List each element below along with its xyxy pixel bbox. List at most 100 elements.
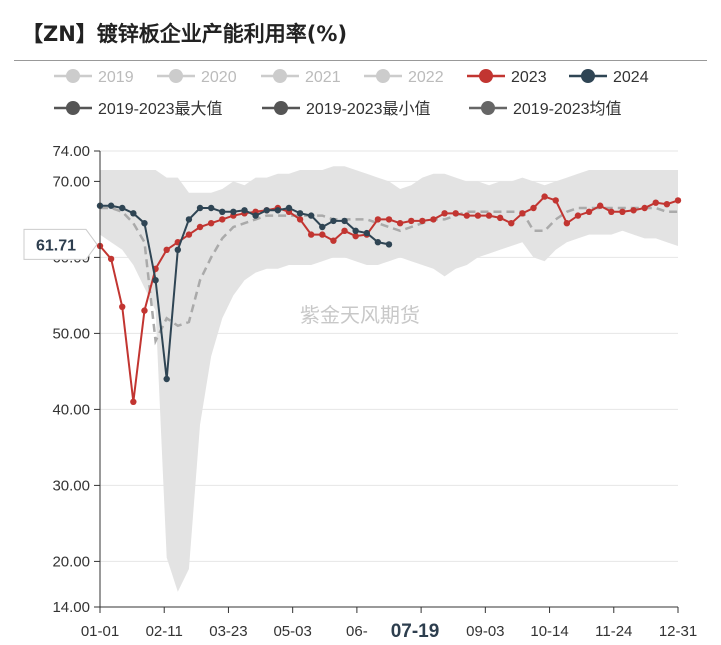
- callout-box: [23, 228, 98, 260]
- legend: 2019 2020 2021 2022 2023 2024 2019-2023最大值 2019…: [54, 69, 649, 118]
- point-2023: [574, 212, 582, 219]
- point-2023: [652, 199, 659, 206]
- callout-value: 61.71: [36, 237, 76, 254]
- legend-marker-2019: [66, 69, 80, 83]
- legend-label-2021: 2021: [305, 69, 341, 86]
- point-2023: [530, 204, 537, 212]
- point-2023: [185, 231, 193, 238]
- point-2023: [663, 201, 671, 208]
- series-layer: [96, 193, 682, 405]
- point-2024: [241, 207, 248, 214]
- legend-label-2023: 2023: [511, 69, 547, 86]
- point-2023: [341, 227, 348, 234]
- legend-label-2019-2023最大值: 2019-2023最大值: [98, 100, 223, 118]
- point-2023: [207, 220, 215, 227]
- point-2023: [141, 307, 148, 314]
- cursor-label: 07-19: [391, 621, 440, 642]
- x-tick-label: 01-01: [81, 623, 119, 640]
- x-tick-label: 05-03: [273, 623, 311, 640]
- point-2024: [252, 212, 259, 219]
- point-2023: [163, 246, 170, 253]
- point-2024: [330, 217, 337, 225]
- legend-label-2020: 2020: [201, 69, 237, 86]
- point-2024: [119, 204, 126, 212]
- legend-label-2024: 2024: [613, 69, 649, 86]
- point-2024: [374, 239, 382, 246]
- point-2023: [552, 197, 559, 204]
- y-tick-label: 30.00: [52, 477, 90, 494]
- x-tick-label: 09-03: [466, 623, 504, 640]
- point-2023: [585, 208, 593, 215]
- title-divider: [14, 60, 707, 61]
- point-2023: [296, 216, 304, 223]
- point-2023: [119, 303, 126, 310]
- legend-marker-2023: [479, 69, 493, 83]
- point-2023: [485, 212, 493, 219]
- avg-line: [100, 206, 678, 346]
- y-tick-label: 74.00: [52, 143, 90, 160]
- y-tick-label: 50.00: [52, 325, 90, 342]
- point-2024: [263, 207, 270, 214]
- point-2023: [107, 255, 115, 263]
- x-tick-label: 10-14: [530, 623, 568, 640]
- point-2024: [130, 210, 137, 217]
- point-2024: [285, 204, 293, 212]
- y-tick-label: 70.00: [52, 173, 90, 190]
- point-2024: [185, 216, 193, 223]
- point-2024: [141, 220, 148, 227]
- legend-marker-2019-2023最小值: [274, 101, 288, 115]
- point-2023: [619, 208, 626, 215]
- point-2024: [163, 375, 170, 383]
- legend-label-2019-2023最小值: 2019-2023最小值: [306, 100, 431, 118]
- point-2023: [385, 216, 393, 223]
- chart-title: 【ZN】镀锌板企业产能利用率(%): [22, 22, 348, 46]
- legend-label-2022: 2022: [408, 69, 444, 86]
- point-2024: [174, 246, 182, 253]
- legend-label-2019-2023均值: 2019-2023均值: [513, 100, 622, 118]
- y-tick-label: 14.00: [52, 599, 90, 616]
- point-2023: [508, 220, 515, 227]
- point-2024: [152, 277, 159, 284]
- value-callout: 61.71: [23, 228, 98, 260]
- point-2024: [385, 241, 393, 248]
- point-2023: [541, 193, 548, 200]
- legend-marker-2019-2023最大值: [66, 101, 80, 115]
- point-2024: [341, 217, 348, 225]
- cursor-label-box: [381, 613, 449, 643]
- point-2023: [330, 237, 337, 244]
- y-tick-label: 20.00: [52, 553, 90, 570]
- point-2023: [130, 398, 137, 405]
- point-2023: [419, 217, 426, 225]
- point-2024: [219, 208, 226, 215]
- y-tick-label: 40.00: [52, 401, 90, 418]
- point-2023: [219, 216, 226, 223]
- point-2024: [107, 202, 115, 209]
- x-tick-label: 12-31: [659, 623, 697, 640]
- legend-label-2019: 2019: [98, 69, 134, 86]
- point-2024: [230, 208, 237, 215]
- point-2023: [674, 197, 682, 204]
- point-2023: [596, 202, 604, 209]
- point-2023: [563, 220, 571, 227]
- point-2023: [452, 210, 459, 217]
- point-2024: [296, 210, 304, 217]
- point-2023: [641, 204, 648, 212]
- max-min-band: [100, 166, 678, 592]
- legend-marker-2020: [169, 69, 183, 83]
- legend-marker-2024: [581, 69, 595, 83]
- point-2023: [196, 223, 204, 231]
- point-2023: [430, 216, 437, 223]
- point-2024: [319, 223, 326, 231]
- point-2023: [496, 214, 504, 222]
- point-2023: [396, 220, 404, 227]
- point-2023: [319, 231, 326, 238]
- legend-marker-2019-2023均值: [481, 101, 495, 115]
- x-tick-label: 11-24: [595, 623, 632, 640]
- point-2023: [374, 216, 382, 223]
- x-tick-label: 02-11: [146, 623, 183, 640]
- point-2024: [363, 229, 370, 237]
- point-2023: [519, 210, 526, 217]
- x-tick-label: 03-23: [209, 623, 247, 640]
- point-2023: [474, 212, 482, 219]
